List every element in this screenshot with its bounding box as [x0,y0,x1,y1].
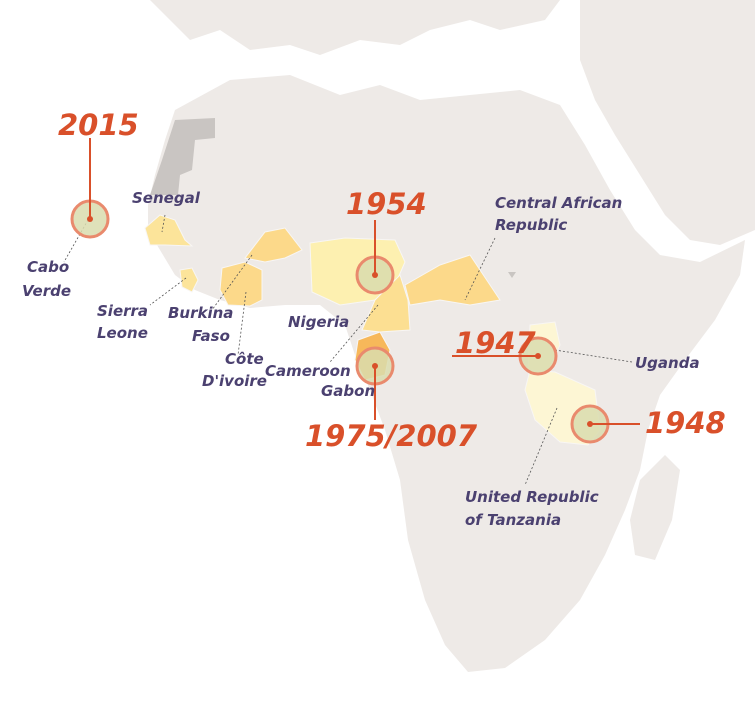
africa-land [148,75,745,672]
country-cote-divoire [219,261,263,307]
label-tanzania: United Republic of Tanzania [465,488,599,529]
leader-sierra-leone [149,277,187,306]
marker-dot-gabon [372,363,378,369]
label-nigeria: Nigeria [288,313,349,331]
marker-dot-nigeria [372,272,378,278]
leader-cote-divoire [237,291,247,356]
label-senegal: Senegal [132,189,201,207]
country-burkina-faso [244,227,303,263]
marker-dot-uganda [535,353,541,359]
western-sahara [150,118,215,195]
year-label-nigeria: 1954 [346,187,427,221]
year-label-tanzania: 1948 [645,406,726,440]
disputed-area [508,272,516,278]
year-label-cabo-verde: 2015 [58,108,139,142]
arabia-land [580,0,755,245]
label-uganda: Uganda [635,354,700,372]
country-labels: Cabo Verde Senegal Sierra Leone Burkina Fas… [22,189,700,529]
europe-land [150,0,560,55]
label-car: Central African Republic [495,194,622,234]
madagascar-land [630,455,680,560]
year-markers [70,138,640,444]
label-cabo-verde: Cabo Verde [22,258,71,300]
leader-car [464,237,496,301]
country-senegal [144,214,194,247]
leader-burkina-faso [211,254,253,311]
marker-dot-united-republic-of-tanzania [587,421,593,427]
country-sierra-leone [179,267,199,293]
year-labels: 2015 1954 1975/2007 1947 1948 [58,108,726,453]
label-cameroon: Cameroon [265,362,351,380]
leader-uganda [554,349,633,363]
year-label-uganda: 1947 [455,326,537,360]
country-car [404,254,501,306]
leader-senegal [161,214,166,233]
country-cameroon [361,274,411,333]
year-label-gabon: 1975/2007 [305,419,478,453]
label-cote-divoire: Côte D'ivoire [202,350,267,390]
label-gabon: Gabon [321,382,375,400]
label-sierra-leone: Sierra Leone [97,302,148,342]
marker-dot-cabo-verde [87,216,93,222]
leader-tanzania [524,407,558,486]
leader-cameroon [329,304,379,363]
label-burkina-faso: Burkina Faso [168,304,233,345]
leader-lines [63,214,633,486]
